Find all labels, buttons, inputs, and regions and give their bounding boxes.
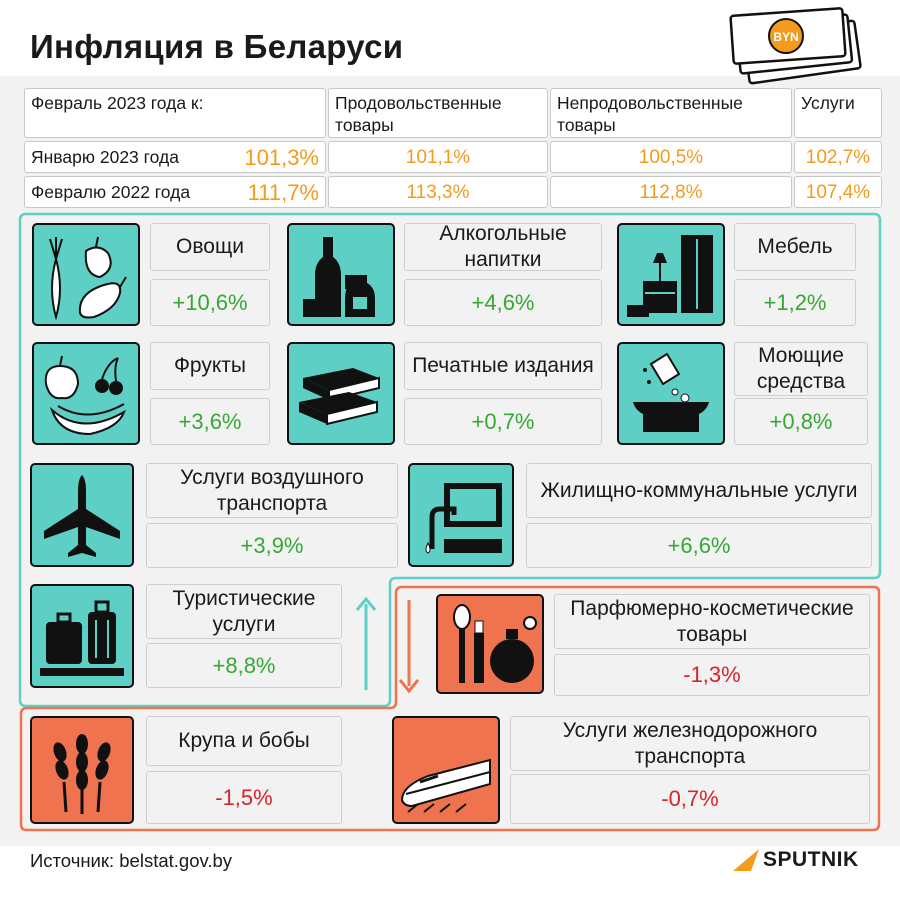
- category-label: Овощи: [150, 223, 270, 271]
- arrow-up-icon: [355, 596, 377, 690]
- category-label: Моющие средства: [734, 342, 868, 396]
- furniture-icon: [617, 223, 725, 326]
- luggage-icon: [30, 584, 134, 688]
- category-value: +3,6%: [150, 398, 270, 445]
- category-label: Крупа и бобы: [146, 716, 342, 766]
- table-cell: 101,1%: [328, 141, 548, 173]
- column-header-nonfood: Непродовольственные товары: [550, 88, 792, 138]
- category-value: -1,3%: [554, 654, 870, 696]
- table-cell: 100,5%: [550, 141, 792, 173]
- increase-frame: [18, 212, 882, 708]
- cosmetics-icon: [436, 594, 544, 694]
- category-value: +4,6%: [404, 279, 602, 326]
- detergent-icon: [617, 342, 725, 445]
- row-label-text: Январю 2023 года: [31, 147, 179, 167]
- column-header-services: Услуги: [794, 88, 882, 138]
- category-value: -1,5%: [146, 771, 342, 824]
- fruits-icon: [32, 342, 140, 445]
- category-value: +10,6%: [150, 279, 270, 326]
- category-value: +3,9%: [146, 523, 398, 568]
- table-cell: 112,8%: [550, 176, 792, 208]
- train-icon: [392, 716, 500, 824]
- category-value: +0,8%: [734, 398, 868, 445]
- category-label: Печатные издания: [404, 342, 602, 390]
- column-header-food: Продовольственные товары: [328, 88, 548, 138]
- sputnik-arrow-icon: [733, 849, 759, 871]
- decrease-frame: [19, 585, 881, 832]
- currency-badge: BYN: [773, 30, 798, 44]
- table-cell: 113,3%: [328, 176, 548, 208]
- table-row-label: Февралю 2022 года 111,7%: [24, 176, 326, 208]
- banknote-icon: BYN: [729, 7, 862, 85]
- bottles-icon: [287, 223, 395, 326]
- page-title: Инфляция в Беларуси: [30, 28, 404, 65]
- category-label: Парфюмерно-косметические товары: [554, 594, 870, 649]
- books-icon: [287, 342, 395, 445]
- sputnik-logo: SPUTNIK: [733, 848, 859, 872]
- category-value: +0,7%: [404, 398, 602, 445]
- brand-name: SPUTNIK: [763, 848, 859, 871]
- category-value: -0,7%: [510, 774, 870, 824]
- source-text: Источник: belstat.gov.by: [30, 850, 233, 871]
- table-corner-header: Февраль 2023 года к:: [24, 88, 326, 138]
- arrow-down-icon: [398, 600, 420, 694]
- category-value: +8,8%: [146, 643, 342, 688]
- wheat-icon: [30, 716, 134, 824]
- category-label: Услуги воздушного транспорта: [146, 463, 398, 518]
- category-label: Жилищно-коммунальные услуги: [526, 463, 872, 518]
- table-row-label: Январю 2023 года 101,3%: [24, 141, 326, 173]
- sink-icon: [408, 463, 514, 567]
- category-label: Мебель: [734, 223, 856, 271]
- category-label: Туристические услуги: [146, 584, 342, 639]
- row-total: 111,7%: [247, 180, 319, 205]
- table-cell: 107,4%: [794, 176, 882, 208]
- vegetables-icon: [32, 223, 140, 326]
- airplane-icon: [30, 463, 134, 567]
- table-cell: 102,7%: [794, 141, 882, 173]
- row-label-text: Февралю 2022 года: [31, 182, 191, 202]
- category-label: Алкогольные напитки: [404, 222, 602, 271]
- category-value: +6,6%: [526, 523, 872, 568]
- category-label: Услуги железнодорожного транспорта: [510, 716, 870, 771]
- row-total: 101,3%: [244, 145, 319, 170]
- category-label: Фрукты: [150, 342, 270, 390]
- category-value: +1,2%: [734, 279, 856, 326]
